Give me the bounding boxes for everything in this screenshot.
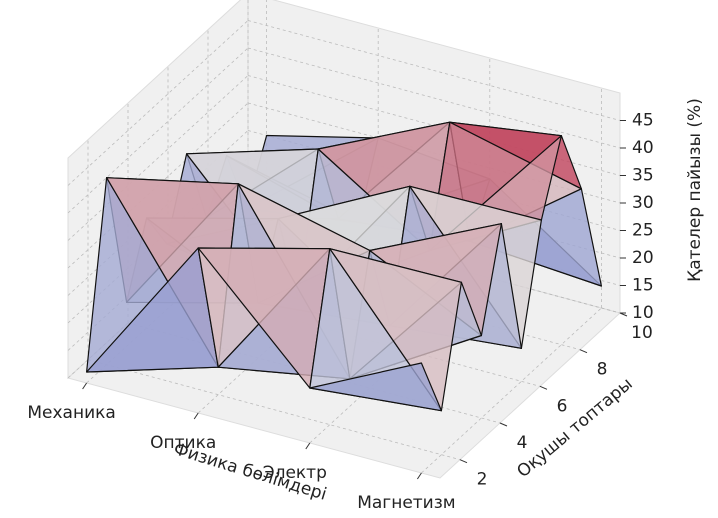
y-tick — [539, 385, 548, 390]
y-tick — [579, 349, 588, 354]
z-tick-label: 35 — [632, 166, 654, 186]
y-tick-label: 4 — [517, 433, 528, 453]
surface-facet — [309, 362, 442, 412]
grid-line — [421, 307, 602, 474]
grid-line — [67, 20, 249, 186]
y-tick — [619, 312, 628, 317]
x-tick-label: Механика — [27, 403, 115, 423]
grid-line — [87, 359, 461, 461]
z-tick-label: 45 — [632, 111, 654, 131]
z-tick-label: 30 — [632, 193, 654, 213]
y-tick-label: 6 — [557, 396, 568, 416]
y-tick — [459, 459, 468, 464]
z-tick-label: 20 — [632, 248, 654, 268]
grid-line — [67, 75, 249, 241]
surface-facet — [449, 121, 583, 190]
z-tick-label: 10 — [632, 303, 654, 323]
z-tick-label: 15 — [632, 276, 654, 296]
z-tick-label: 25 — [632, 221, 654, 241]
y-tick-label: 2 — [477, 470, 488, 490]
x-tick — [305, 442, 311, 450]
y-tick-label: 8 — [597, 360, 608, 380]
grid-line — [247, 20, 621, 121]
x-tick-label: Магнетизм — [357, 493, 455, 513]
x-tick — [82, 382, 88, 390]
grid-line — [67, 47, 249, 214]
y-tick-label: 10 — [631, 323, 653, 343]
x-tick-label: Электр — [263, 463, 327, 483]
x-tick — [193, 412, 199, 420]
z-axis-label: Қателер пайызы (%) — [685, 98, 705, 282]
surface-facet — [329, 248, 462, 412]
x-tick-label: Оптика — [150, 433, 216, 453]
grid-line — [247, 47, 621, 149]
z-tick-label: 40 — [632, 138, 654, 158]
y-tick — [499, 422, 508, 427]
x-tick — [416, 472, 422, 480]
